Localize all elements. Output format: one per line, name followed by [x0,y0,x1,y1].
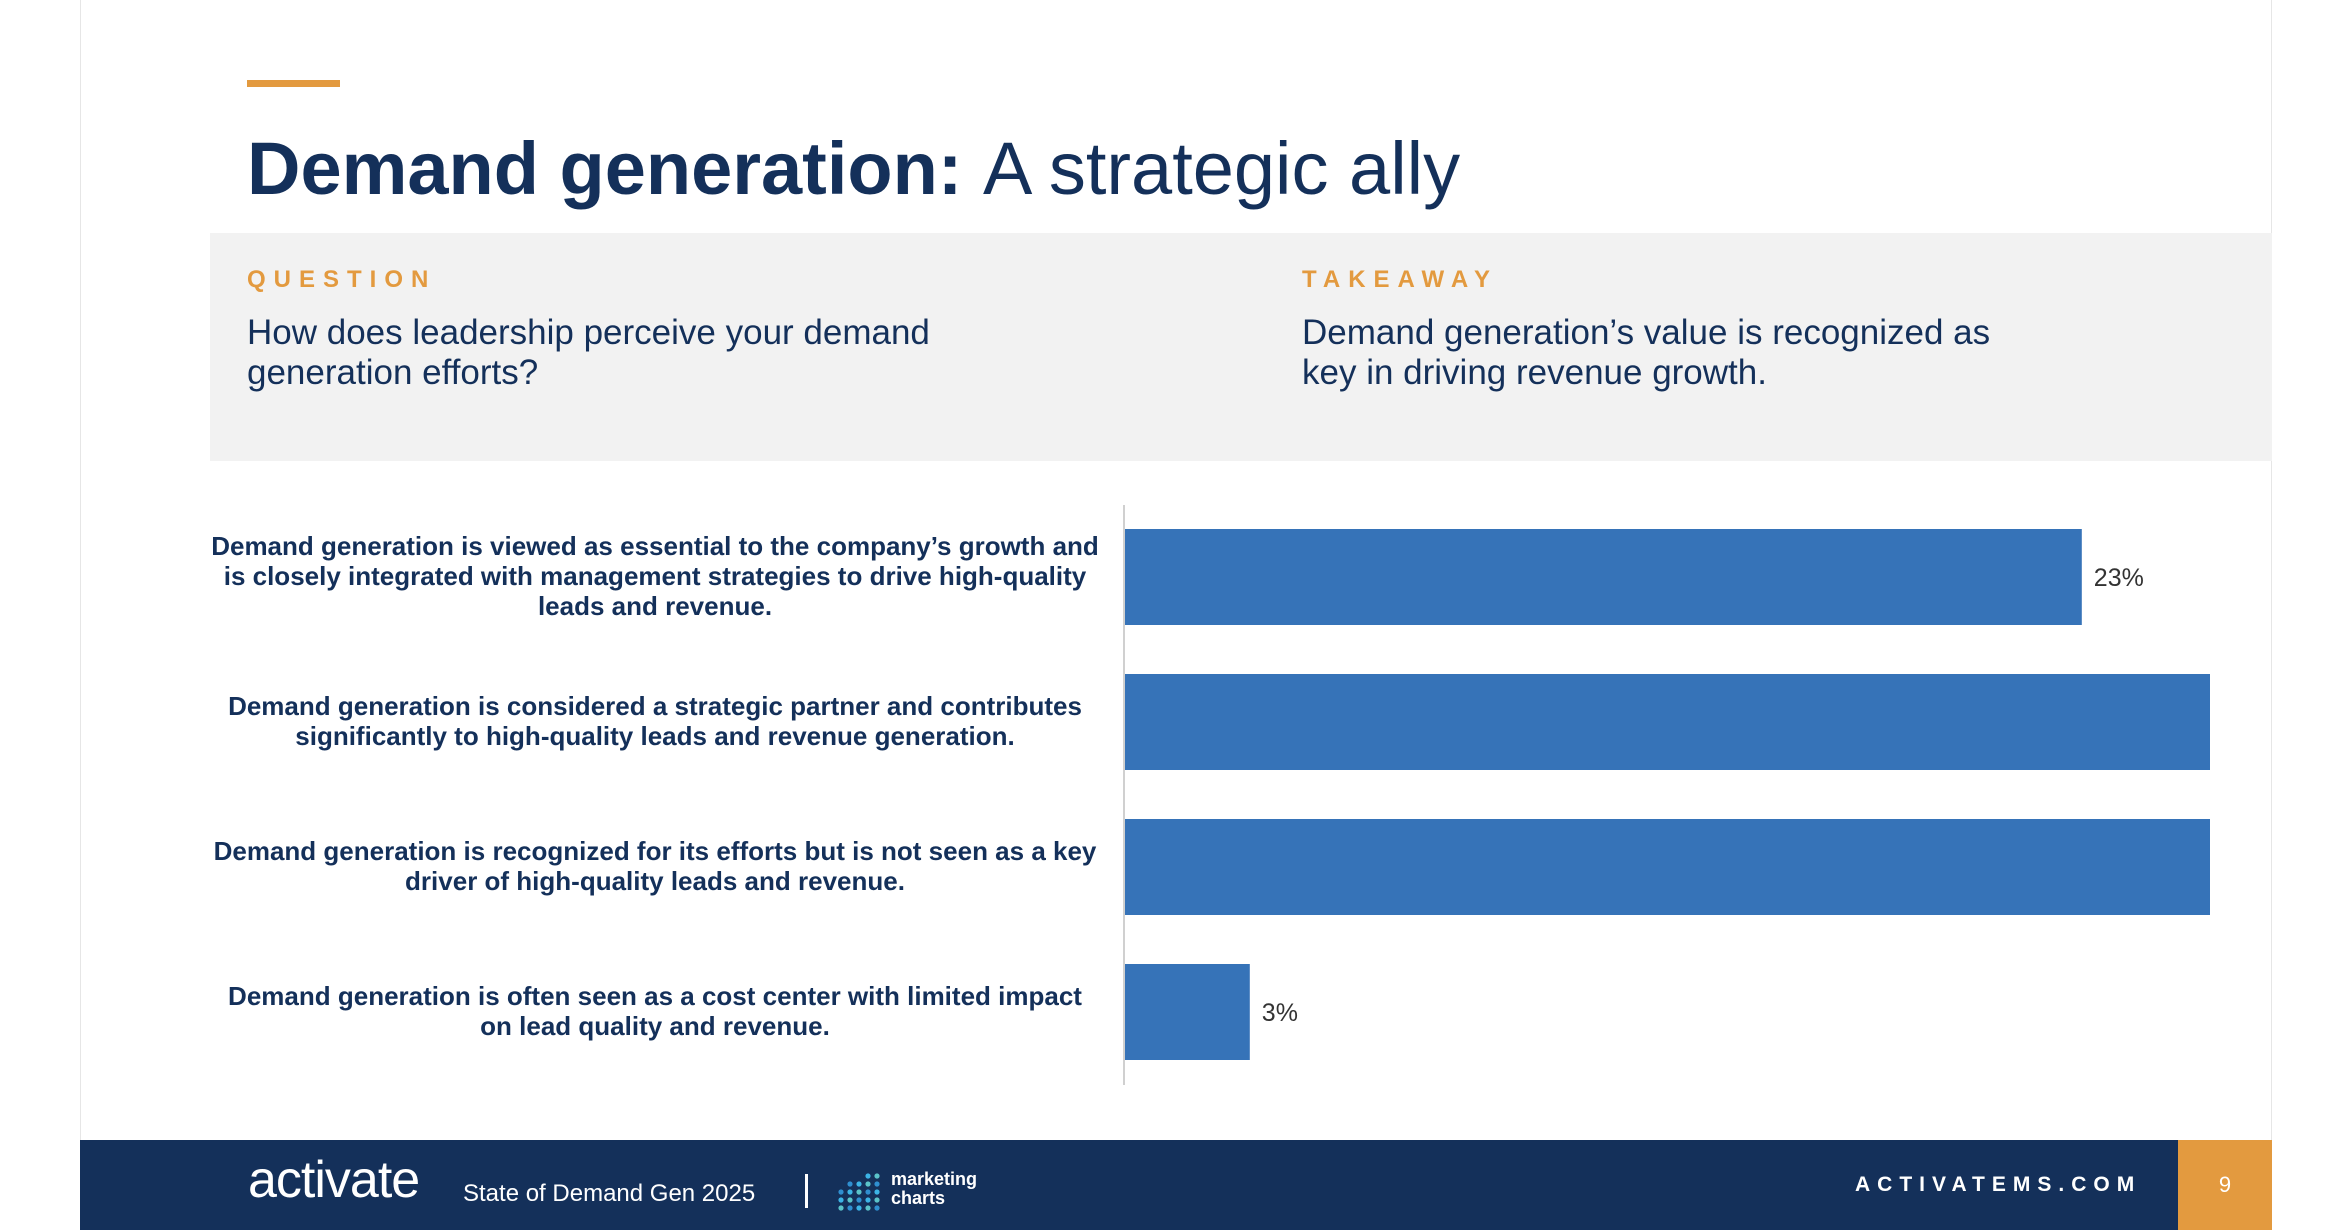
marketing-charts-logo-icon [838,1173,880,1211]
logo-dot [838,1197,844,1203]
marketing-charts-wordmark: marketing charts [891,1170,977,1208]
logo-dot [874,1173,880,1179]
logo-dot [838,1205,844,1211]
logo-dot [856,1189,862,1195]
activate-logo: activate [248,1151,420,1209]
category-label-4: Demand generation is often seen as a cos… [228,981,1082,1041]
logo-dot [838,1189,844,1195]
page-number: 9 [2178,1140,2272,1230]
logo-dot [865,1205,871,1211]
logo-dot [856,1197,862,1203]
partner-line-2: charts [891,1187,946,1208]
report-title: State of Demand Gen 2025 [463,1180,756,1207]
title-strong: Demand generation: [247,127,963,210]
logo-dot [847,1197,853,1203]
logo-dot [865,1189,871,1195]
partner-line-1: marketing [891,1169,978,1189]
site-url[interactable]: ACTIVATEMS.COM [1855,1173,2142,1196]
title-accent-line [247,80,340,87]
logo-dot [874,1197,880,1203]
bar-2 [1125,674,2210,770]
footer-bar: activate State of Demand Gen 2025 market… [80,1140,2272,1230]
logo-dot [865,1173,871,1179]
bar-1 [1125,529,2082,625]
bar-chart-svg: 23%41%33%3% [1123,505,2210,1085]
category-label-2: Demand generation is considered a strate… [228,691,1082,751]
takeaway-text: Demand generation’s value is recognized … [1302,313,1991,393]
logo-dot [865,1197,871,1203]
logo-dot [847,1189,853,1195]
question-takeaway-panel: QUESTION How does leadership perceive yo… [210,233,2272,461]
category-label-3: Demand generation is recognized for its … [213,836,1097,896]
bar-chart: 23%41%33%3% Demand generation is viewed … [210,505,2210,1085]
logo-dot [856,1205,862,1211]
footer-divider [805,1174,808,1208]
bar-3 [1125,819,2210,915]
logo-dot [874,1205,880,1211]
logo-dot [856,1181,862,1187]
logo-dot [874,1181,880,1187]
bar-4 [1125,964,1250,1060]
bar-value-label-1: 23% [2094,564,2144,592]
logo-dot [847,1181,853,1187]
title-light: A strategic ally [983,127,1461,210]
logo-dot [865,1181,871,1187]
logo-dot [847,1205,853,1211]
question-text: How does leadership perceive your demand… [247,313,930,393]
page-title: Demand generation: A strategic ally [247,128,1460,209]
bar-value-label-4: 3% [1262,999,1298,1027]
question-label: QUESTION [247,266,437,293]
logo-dot [874,1189,880,1195]
category-label-1: Demand generation is viewed as essential… [211,531,1099,621]
takeaway-label: TAKEAWAY [1302,266,1499,293]
